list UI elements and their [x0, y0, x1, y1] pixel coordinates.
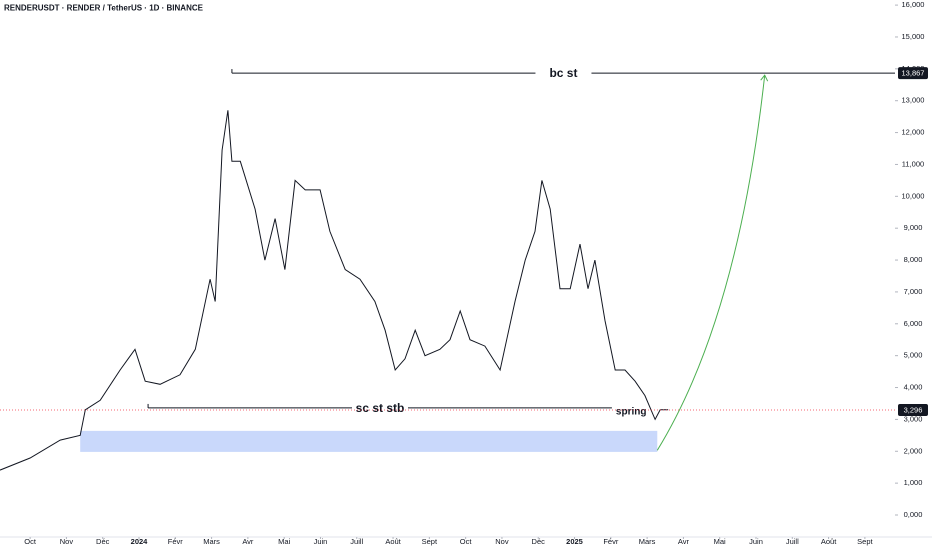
level-label: bc st: [549, 66, 577, 80]
arrow-head: [760, 74, 769, 82]
y-tick-label: 3,000: [904, 414, 923, 423]
x-tick-label: Mai: [714, 537, 726, 546]
x-tick-label: Août: [821, 537, 837, 546]
projection-arrow: [656, 75, 766, 451]
price-tag-label: 3,296: [904, 405, 923, 414]
y-tick-label: 15,000: [902, 32, 925, 41]
x-tick-label: Févr: [168, 537, 184, 546]
level-label-bg: [351, 399, 408, 416]
support-zone: [80, 430, 658, 452]
y-tick-label: 12,000: [902, 128, 925, 137]
x-tick-label: Avr: [678, 537, 690, 546]
y-tick-label: 9,000: [904, 223, 923, 232]
price-line: [0, 110, 669, 471]
y-tick-label: 1,000: [904, 478, 923, 487]
x-tick-label: Nov: [60, 537, 74, 546]
level-note: spring: [616, 407, 647, 418]
y-tick-label: 0,000: [904, 510, 923, 519]
x-tick-label: Juill: [350, 537, 363, 546]
x-tick-label: Mars: [639, 537, 656, 546]
x-tick-label: Juin: [314, 537, 328, 546]
x-tick-label: Mai: [278, 537, 290, 546]
x-tick-label: Juill: [786, 537, 799, 546]
y-tick-label: 13,000: [902, 96, 925, 105]
y-tick-label: 6,000: [904, 319, 923, 328]
y-tick-label: 10,000: [902, 191, 925, 200]
x-tick-label: Juin: [749, 537, 763, 546]
chart-title: RENDERUSDT · RENDER / TetherUS · 1D · BI…: [4, 4, 204, 13]
y-tick-label: 7,000: [904, 287, 923, 296]
price-tag: [898, 403, 928, 416]
y-tick-label: 4,000: [904, 383, 923, 392]
level-label-bg: [535, 65, 592, 82]
x-tick-label: Oct: [24, 537, 37, 546]
x-tick-label: Févr: [603, 537, 619, 546]
x-tick-label: Sept: [422, 537, 438, 546]
x-tick-label: Mars: [203, 537, 220, 546]
y-tick-label: 11,000: [902, 159, 924, 168]
level-label: sc st stb: [356, 401, 405, 415]
x-tick-label: 2024: [131, 537, 149, 546]
price-tag: [898, 67, 928, 80]
x-tick-label: Oct: [460, 537, 473, 546]
x-tick-label: 2025: [566, 537, 583, 546]
x-tick-label: Déc: [96, 537, 110, 546]
y-tick-label: 8,000: [904, 255, 923, 264]
y-tick-label: 5,000: [904, 351, 923, 360]
x-tick-label: Avr: [242, 537, 254, 546]
x-tick-label: Nov: [495, 537, 509, 546]
x-tick-label: Sept: [857, 537, 873, 546]
y-tick-label: 2,000: [904, 446, 923, 455]
x-tick-label: Août: [385, 537, 401, 546]
y-tick-label: 16,000: [902, 0, 925, 9]
price-tag-label: 13,867: [902, 69, 925, 78]
x-tick-label: Déc: [532, 537, 546, 546]
